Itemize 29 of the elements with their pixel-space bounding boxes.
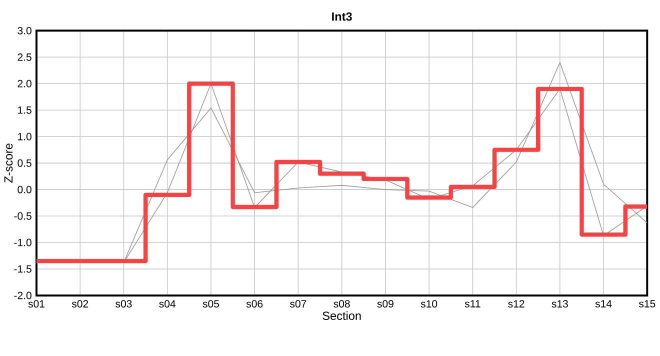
y-tick-label: 2.0 <box>18 80 32 88</box>
y-tick-label: -0.5 <box>14 212 32 220</box>
y-tick-label: -2.0 <box>14 292 32 300</box>
y-tick-label: 1.0 <box>18 132 32 140</box>
y-tick-label: 0.5 <box>18 159 32 167</box>
x-tick-label: s15 <box>638 300 656 308</box>
x-tick-label: s07 <box>290 300 306 308</box>
x-tick-label: s06 <box>246 300 263 308</box>
y-tick-label: -1.0 <box>14 238 32 246</box>
x-tick-label: s01 <box>28 300 44 308</box>
x-tick-label: s10 <box>420 300 438 308</box>
x-tick-label: s13 <box>552 300 568 308</box>
x-tick-label: s04 <box>159 300 176 308</box>
y-tick-label: 1.5 <box>18 106 32 114</box>
x-tick-label: s02 <box>72 300 88 308</box>
y-tick-label: -1.5 <box>14 265 32 273</box>
x-axis-title: Section <box>322 311 361 320</box>
x-tick-label: s11 <box>464 300 480 308</box>
y-tick-label: 0.0 <box>18 186 32 194</box>
chart-title: Int3 <box>332 12 352 21</box>
x-tick-label: s14 <box>595 300 612 308</box>
x-tick-label: s09 <box>377 300 394 308</box>
x-tick-label: s03 <box>116 300 132 308</box>
y-axis-title: Z-score <box>4 144 13 183</box>
y-tick-label: 3.0 <box>18 27 32 35</box>
x-tick-label: s05 <box>202 300 219 308</box>
y-tick-label: 2.5 <box>18 54 32 61</box>
x-tick-label: s08 <box>334 300 350 308</box>
x-tick-label: s12 <box>508 300 524 308</box>
